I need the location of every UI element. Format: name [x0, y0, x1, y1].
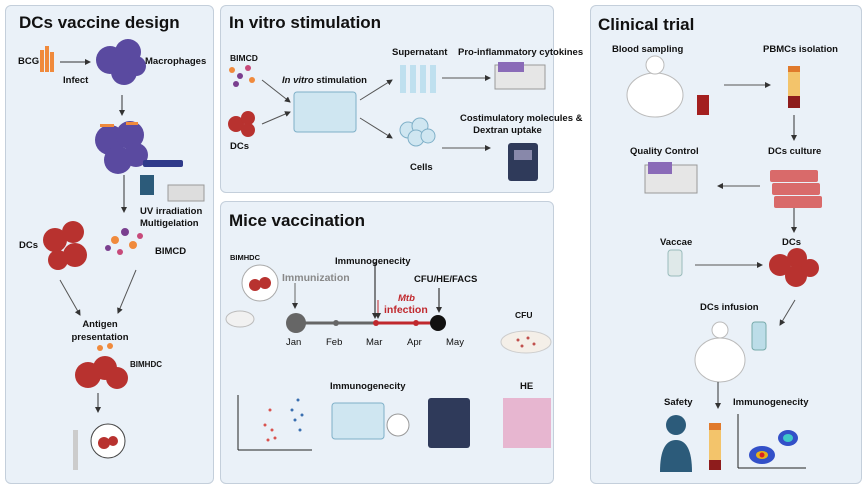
mice-bimhdc-label: BIMHDC	[230, 253, 260, 262]
multigelation-label: Multigelation	[140, 218, 199, 229]
stim-rest: stimulation	[313, 75, 367, 86]
panel-dcs-vaccine-design	[5, 5, 214, 484]
design-title: DCs vaccine design	[19, 13, 180, 32]
bimhdc-label: BIMHDC	[130, 360, 162, 369]
mtb-label: Mtb	[398, 293, 415, 304]
cells-label: Cells	[410, 162, 433, 173]
panel-mice-vaccination	[220, 201, 554, 484]
invitro-bimcd-label: BIMCD	[230, 53, 258, 63]
month-may: May	[446, 337, 464, 348]
clinical-immunogenecity-label: Immunogenecity	[733, 397, 809, 408]
costim-label-1: Costimulatory molecules &	[460, 113, 583, 124]
infection-label: infection	[384, 304, 428, 316]
invitro-dcs-label: DCs	[230, 141, 250, 152]
he-label: HE	[520, 381, 534, 392]
blood-sampling-label: Blood sampling	[612, 44, 684, 55]
immunogenecity-timeline-label: Immunogenecity	[335, 256, 411, 267]
cytokines-label: Pro-inflammatory cytokines	[458, 47, 584, 58]
macrophages-label: Macrophages	[145, 56, 207, 67]
clinical-title: Clinical trial	[598, 15, 695, 34]
bimcd-label: BIMCD	[155, 246, 187, 257]
clinical-dcs-label: DCs	[782, 237, 802, 248]
uv-label: UV irradiation	[140, 206, 203, 217]
month-jan: Jan	[286, 337, 302, 348]
vaccae-label: Vaccae	[660, 237, 693, 248]
immunogenecity-label: Immunogenecity	[330, 381, 406, 392]
mice-title: Mice vaccination	[229, 211, 366, 230]
cfu-he-facs-label: CFU/HE/FACS	[414, 274, 478, 285]
safety-label: Safety	[664, 397, 693, 408]
supernatant-label: Supernatant	[392, 47, 448, 58]
antigen-label: Antigen	[82, 319, 118, 330]
culture-label: DCs culture	[768, 146, 822, 157]
stimulation-label: In vitro stimulation	[282, 75, 367, 86]
stim-italic: In vitro	[282, 75, 314, 86]
month-apr: Apr	[407, 337, 422, 348]
panel-in-vitro-stimulation	[220, 5, 554, 193]
infect-label: Infect	[63, 75, 89, 86]
month-feb: Feb	[326, 337, 343, 348]
pbmcs-label: PBMCs isolation	[763, 44, 838, 55]
invitro-title: In vitro stimulation	[229, 13, 382, 32]
cfu-label: CFU	[515, 310, 533, 320]
qc-label: Quality Control	[630, 146, 699, 157]
panel-clinical-trial	[590, 5, 862, 484]
presentation-label: presentation	[71, 332, 129, 343]
immunization-label: Immunization	[282, 272, 350, 284]
costim-label-2: Dextran uptake	[473, 125, 542, 136]
bcg-label: BCG	[18, 56, 40, 67]
month-mar: Mar	[366, 337, 383, 348]
dcs-label: DCs	[19, 240, 39, 251]
infusion-label: DCs infusion	[700, 302, 759, 313]
